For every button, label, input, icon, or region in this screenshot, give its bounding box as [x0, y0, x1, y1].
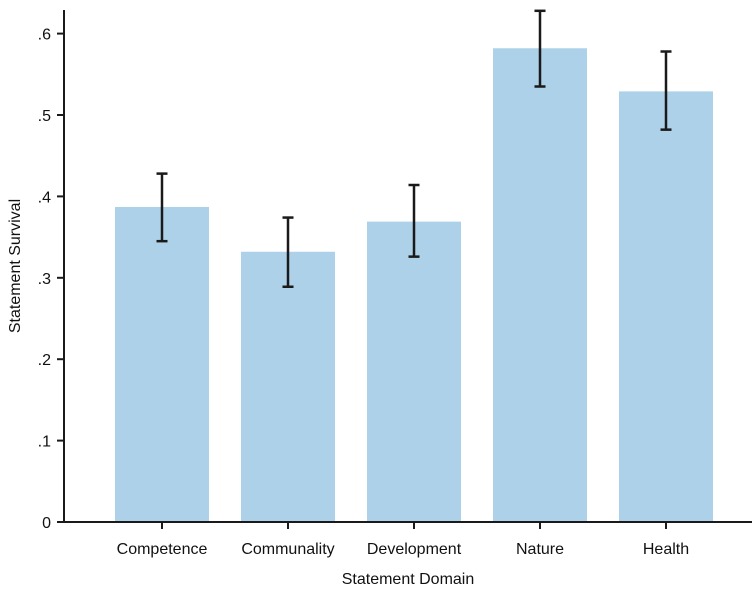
y-ticks-group: 0 .1 .2 .3 .4 .5 .6 [38, 27, 64, 532]
bar-competence [115, 206, 209, 522]
x-ticks-group: Competence Communality Development Nature He… [117, 522, 689, 558]
x-tick-label-competence: Competence [117, 541, 208, 558]
error-bar-communality [282, 216, 294, 289]
y-tick-label: .4 [38, 189, 51, 206]
error-bar-development [408, 183, 420, 258]
y-tick-label: .2 [38, 352, 51, 369]
error-bars-group [156, 9, 672, 289]
bar-communality [241, 251, 335, 522]
bars-group [115, 48, 713, 523]
x-tick-label-communality: Communality [241, 541, 334, 558]
error-bar-health [660, 50, 672, 131]
x-axis-title: Statement Domain [342, 571, 475, 588]
x-tick-label-health: Health [643, 541, 689, 558]
x-tick-label-development: Development [367, 541, 462, 558]
y-tick-label: .1 [38, 434, 51, 451]
y-tick-label: .3 [38, 271, 51, 288]
y-tick-label: 0 [42, 515, 51, 532]
bar-nature [493, 48, 587, 522]
y-tick-label: .5 [38, 108, 51, 125]
x-tick-label-nature: Nature [516, 541, 564, 558]
y-axis-title: Statement Survival [7, 199, 24, 333]
bar-health [619, 91, 713, 523]
error-bar-nature [534, 9, 546, 88]
error-bar-competence [156, 172, 168, 243]
y-tick-label: .6 [38, 27, 51, 44]
bar-development [367, 221, 461, 522]
